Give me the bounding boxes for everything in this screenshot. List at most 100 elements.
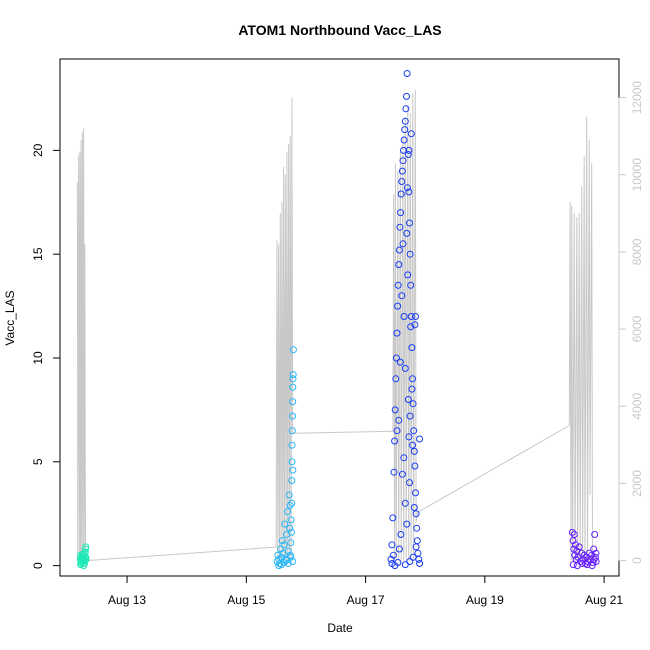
data-point <box>398 292 406 300</box>
data-point <box>413 537 421 545</box>
data-point <box>401 499 409 507</box>
data-point <box>286 501 294 509</box>
data-point <box>280 541 288 549</box>
y2-tick-label: 12000 <box>630 81 644 115</box>
data-point <box>410 427 418 435</box>
data-point <box>403 229 411 237</box>
data-point <box>288 441 296 449</box>
data-point <box>401 561 409 569</box>
data-point <box>402 105 410 113</box>
y2-tick-label: 8000 <box>630 238 644 265</box>
data-point <box>289 346 297 354</box>
y-tick-label: 15 <box>31 247 45 261</box>
chart-title: ATOM1 Northbound Vacc_LAS <box>238 22 441 38</box>
x-tick-label: Aug 15 <box>227 593 265 607</box>
y-axis-label: Vacc_LAS <box>3 290 17 345</box>
scatter-points <box>76 70 600 570</box>
y2-tick-label: 4000 <box>630 393 644 420</box>
data-point <box>406 250 414 258</box>
data-point <box>405 146 413 154</box>
right-axis-line-series <box>76 89 593 562</box>
data-point <box>388 541 396 549</box>
data-point <box>278 537 286 545</box>
data-point <box>398 470 406 478</box>
data-point <box>412 489 419 497</box>
x-axis-label: Date <box>327 621 353 635</box>
data-point <box>401 126 409 134</box>
y-tick-label: 10 <box>31 351 45 365</box>
data-point <box>396 358 404 366</box>
data-point <box>404 271 412 279</box>
data-point <box>388 560 396 567</box>
data-point <box>82 555 90 563</box>
x-tick-label: Aug 19 <box>466 593 504 607</box>
data-point <box>284 560 292 567</box>
data-point <box>407 313 415 320</box>
data-point <box>77 561 85 569</box>
y-axis-left: 0 5 10 15 20 <box>31 143 61 569</box>
data-point <box>412 543 420 551</box>
y-tick-label: 5 <box>31 458 45 465</box>
data-point <box>578 560 586 567</box>
data-point <box>289 558 297 565</box>
data-point <box>405 188 413 196</box>
y-tick-label: 20 <box>31 143 45 157</box>
data-point <box>391 437 399 445</box>
data-point <box>397 209 405 217</box>
data-point <box>411 321 419 329</box>
data-point <box>281 520 289 528</box>
data-point <box>389 514 397 522</box>
data-point <box>401 364 409 372</box>
data-point <box>592 549 600 557</box>
data-point <box>405 433 413 441</box>
data-point <box>401 117 409 125</box>
data-point <box>393 329 401 337</box>
data-point <box>284 508 291 516</box>
data-point <box>575 543 583 551</box>
x-axis: Aug 13 Aug 15 Aug 17 Aug 19 Aug 21 <box>108 575 623 607</box>
data-point <box>570 531 578 538</box>
data-point <box>288 477 296 484</box>
data-point <box>403 184 411 192</box>
data-point <box>395 545 403 553</box>
data-point <box>413 524 421 532</box>
data-point <box>591 553 599 561</box>
data-point <box>289 466 297 474</box>
data-point <box>285 491 293 499</box>
data-point <box>397 531 405 538</box>
data-point <box>403 70 411 77</box>
data-point <box>288 499 296 507</box>
data-point <box>409 375 416 383</box>
data-point <box>416 435 424 443</box>
data-point <box>395 246 403 254</box>
data-point <box>289 375 297 383</box>
data-point <box>409 400 417 408</box>
data-point <box>406 412 414 420</box>
data-point <box>591 531 599 538</box>
right-axis-line <box>76 89 593 562</box>
data-point <box>396 223 404 231</box>
data-point <box>398 178 406 185</box>
data-point <box>288 528 295 536</box>
data-point <box>391 406 399 414</box>
data-point <box>288 458 296 466</box>
y2-tick-label: 0 <box>630 557 644 564</box>
data-point <box>390 468 398 476</box>
data-point <box>410 447 418 455</box>
y-tick-label: 0 <box>31 562 45 569</box>
data-point <box>410 504 418 511</box>
data-point <box>287 553 295 561</box>
data-point <box>409 553 417 561</box>
data-point <box>289 412 296 420</box>
data-point <box>583 561 591 569</box>
data-point <box>403 92 410 100</box>
data-point <box>289 383 297 391</box>
data-point <box>412 510 420 518</box>
y2-tick-label: 6000 <box>630 315 644 342</box>
data-point <box>392 354 400 362</box>
data-point <box>407 281 415 289</box>
data-point <box>399 240 407 248</box>
data-point <box>407 323 415 331</box>
y2-tick-label: 10000 <box>630 158 644 192</box>
data-point <box>411 462 419 470</box>
